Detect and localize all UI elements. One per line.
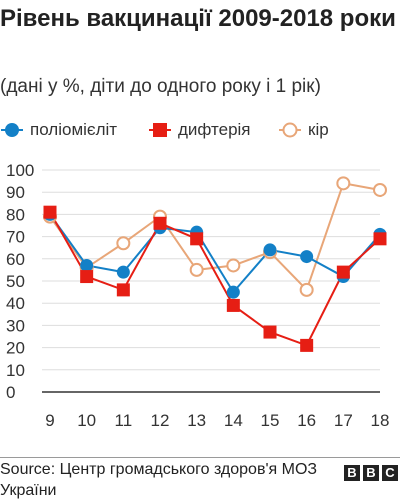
data-point-square [300,338,314,352]
y-tick-label: 90 [6,183,25,202]
series-line-0 [49,213,381,294]
y-tick-label: 40 [6,294,25,313]
data-point-square [226,298,240,312]
y-tick-label: 0 [6,383,15,402]
legend-measles-marker [279,122,301,138]
data-point-circle [226,285,240,299]
line-chart: 0 10 20 30 40 50 60 70 80 90 100 9 10 11 12 13 14 15 16 17 1… [6,161,390,430]
y-tick-label: 10 [6,361,25,380]
y-tick-label: 70 [6,228,25,247]
data-point-circle [263,243,277,257]
bbc-logo-letter: C [382,465,398,481]
data-point-square [373,232,387,246]
data-point-square [43,205,57,219]
chart-subtitle: (дані у %, діти до одного року і 1 рік) [0,76,321,97]
bbc-logo-letter: B [344,465,360,481]
series-line-2 [49,182,381,292]
legend-item-polio: поліомієліт [0,118,117,142]
x-tick-label: 13 [187,411,206,430]
legend-label-diphtheria: дифтерія [178,120,251,139]
data-point-circle [300,250,314,264]
legend-label-polio: поліомієліт [30,120,118,139]
series-line-1 [49,211,381,347]
x-tick-label: 11 [115,411,133,430]
chart-title: Рівень вакцинації 2009-2018 роки [0,5,396,32]
data-point-open-circle [373,182,387,197]
y-tick-label: 80 [6,205,25,224]
data-point-open-circle [226,258,241,273]
x-tick-label: 14 [224,411,243,430]
legend-polio-marker [1,123,23,137]
data-point-open-circle [189,262,204,277]
x-tick-label: 10 [77,411,96,430]
data-point-circle [80,258,94,272]
legend-diphtheria-marker [149,123,171,137]
data-point-open-circle [336,176,351,191]
data-point-square [336,265,350,279]
legend-item-measles: кір [278,118,329,142]
y-tick-label: 50 [6,272,25,291]
x-tick-label: 16 [297,411,316,430]
data-point-square [116,283,130,297]
x-tick-label: 15 [261,411,280,430]
x-tick-label: 12 [151,411,170,430]
bbc-logo: B B C [344,465,398,481]
data-point-open-circle [299,282,314,297]
bbc-logo-letter: B [363,465,379,481]
x-tick-label: 9 [45,411,54,430]
y-tick-label: 100 [6,161,34,180]
data-point-square [190,232,204,246]
data-point-open-circle [116,236,131,251]
x-tick-label: 18 [371,411,390,430]
legend-label-measles: кір [308,120,329,139]
data-point-circle [116,265,130,279]
data-point-square [153,216,167,230]
source-note: Source: Центр громадського здоров'я МОЗ … [0,461,318,499]
y-tick-label: 60 [6,250,25,269]
legend: поліомієліт дифтерія кір [0,118,400,142]
y-tick-label: 30 [6,316,25,335]
data-point-square [263,325,277,339]
legend-item-diphtheria: дифтерія [148,118,251,142]
y-tick-label: 20 [6,339,25,358]
data-point-square [80,270,94,284]
footer-divider [0,457,400,458]
x-tick-label: 17 [334,411,353,430]
